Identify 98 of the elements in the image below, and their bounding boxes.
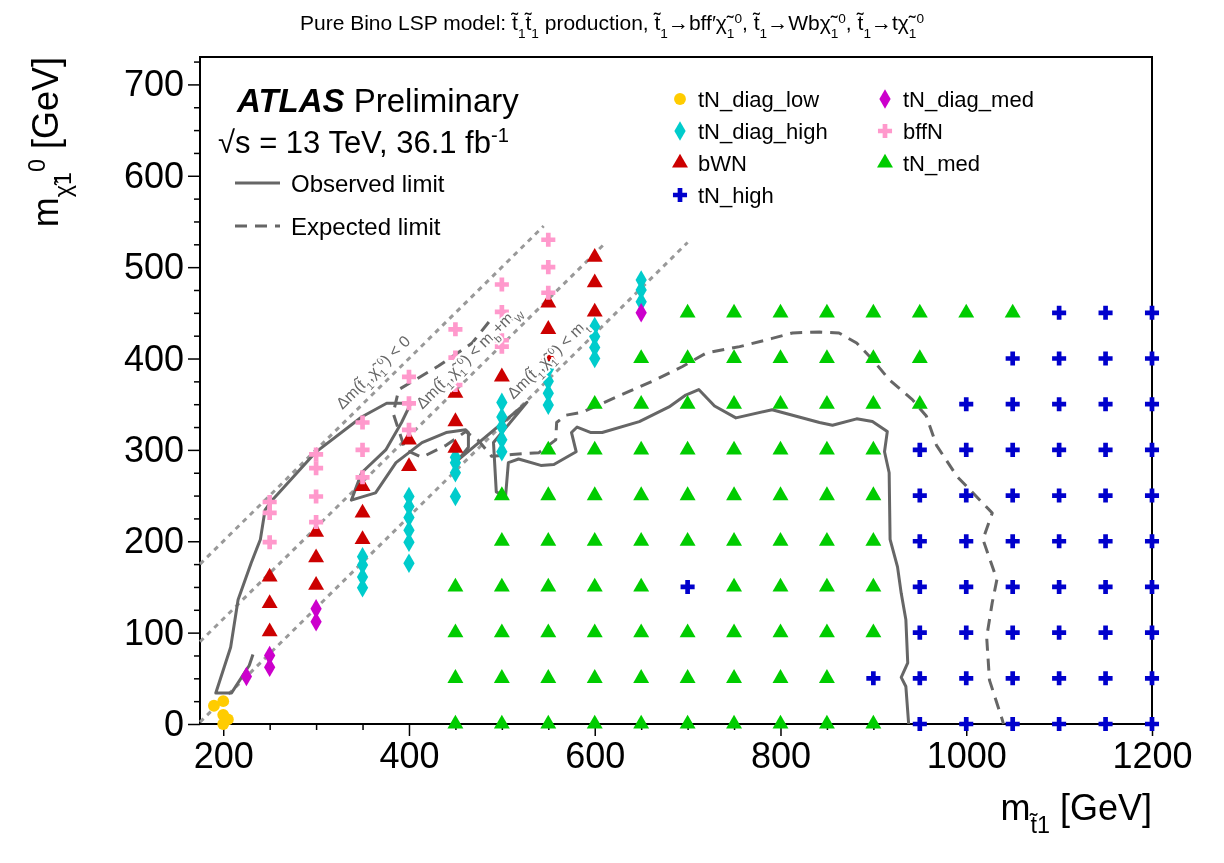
point	[1144, 671, 1160, 686]
x-axis-title: m$_{t̃1}$ [GeV]	[1000, 787, 1152, 838]
point	[494, 277, 509, 292]
point	[912, 579, 927, 594]
legend-label: tN_diag_high	[698, 119, 828, 144]
point	[1098, 305, 1113, 320]
point	[912, 716, 927, 732]
point	[355, 470, 370, 485]
point	[912, 534, 927, 549]
legend-label: bWN	[698, 151, 747, 176]
x-tick-label: 1200	[1112, 734, 1193, 776]
point	[1005, 671, 1020, 686]
x-tick-label: 1000	[926, 734, 1007, 776]
x-tick-label: 200	[193, 734, 254, 776]
point	[541, 260, 556, 275]
point	[1052, 671, 1067, 686]
annotation: √s = 13 TeV, 36.1 fb$^{-1}$	[218, 124, 509, 160]
point	[912, 442, 927, 457]
point	[262, 505, 277, 520]
legend-label: bffN	[903, 119, 943, 144]
point	[1144, 534, 1160, 549]
point	[1098, 671, 1113, 686]
y-tick-label: 600	[123, 154, 184, 196]
point	[541, 232, 556, 247]
point	[912, 671, 927, 686]
y-tick-label: 0	[163, 703, 184, 745]
point	[401, 369, 417, 384]
point	[1144, 488, 1160, 503]
point	[959, 716, 974, 732]
legend-label: Expected limit	[291, 213, 441, 240]
point	[309, 447, 324, 462]
point	[1098, 351, 1113, 366]
point	[866, 671, 881, 686]
annotation: ATLAS Preliminary	[236, 82, 520, 119]
point	[1005, 579, 1020, 594]
point	[309, 489, 324, 504]
point	[1098, 488, 1113, 503]
point	[1098, 397, 1113, 412]
point	[354, 530, 371, 545]
point	[401, 396, 417, 411]
point	[1052, 625, 1067, 640]
point	[1098, 442, 1113, 457]
point	[262, 535, 277, 550]
point	[959, 671, 974, 686]
point	[541, 285, 556, 300]
point	[959, 397, 974, 412]
point	[401, 422, 417, 437]
legend-label: tN_high	[698, 183, 774, 208]
point	[1052, 305, 1067, 320]
point	[1098, 534, 1113, 549]
point	[1005, 397, 1020, 412]
point	[1005, 625, 1020, 640]
legend-label: tN_diag_low	[698, 87, 820, 112]
point	[1052, 397, 1067, 412]
point	[1052, 716, 1067, 732]
point	[1052, 488, 1067, 503]
point	[959, 488, 974, 503]
point	[1144, 351, 1160, 366]
point	[217, 695, 230, 708]
point	[1144, 305, 1160, 320]
point	[309, 461, 324, 476]
point	[1005, 351, 1020, 366]
point	[1144, 625, 1160, 640]
point	[959, 625, 974, 640]
point	[208, 699, 220, 712]
y-tick-label: 500	[123, 246, 184, 288]
x-tick-label: 800	[750, 734, 812, 776]
y-tick-label: 200	[123, 520, 184, 562]
point	[355, 442, 370, 457]
point	[447, 412, 464, 427]
point	[217, 718, 230, 730]
x-tick-label: 400	[379, 734, 440, 776]
point	[959, 534, 974, 549]
point	[1098, 625, 1113, 640]
legend-label: tN_diag_med	[903, 87, 1034, 112]
point	[1098, 579, 1113, 594]
point	[1098, 716, 1113, 732]
point	[912, 488, 927, 503]
point	[959, 579, 974, 594]
point	[355, 415, 370, 430]
point	[1005, 442, 1020, 457]
point	[1005, 488, 1020, 503]
point	[680, 579, 695, 594]
point	[912, 625, 927, 640]
point	[1005, 716, 1020, 732]
y-tick-label: 300	[123, 428, 184, 470]
y-tick-label: 700	[123, 63, 184, 105]
legend-label: Observed limit	[291, 170, 445, 197]
point	[1144, 397, 1160, 412]
legend-label: tN_med	[903, 151, 981, 176]
point	[448, 322, 463, 337]
point	[1052, 351, 1067, 366]
y-tick-label: 100	[123, 611, 184, 653]
y-tick-label: 400	[123, 337, 184, 379]
x-tick-label: 600	[565, 734, 626, 776]
point	[1005, 534, 1020, 549]
point	[1052, 534, 1067, 549]
point	[959, 442, 974, 457]
